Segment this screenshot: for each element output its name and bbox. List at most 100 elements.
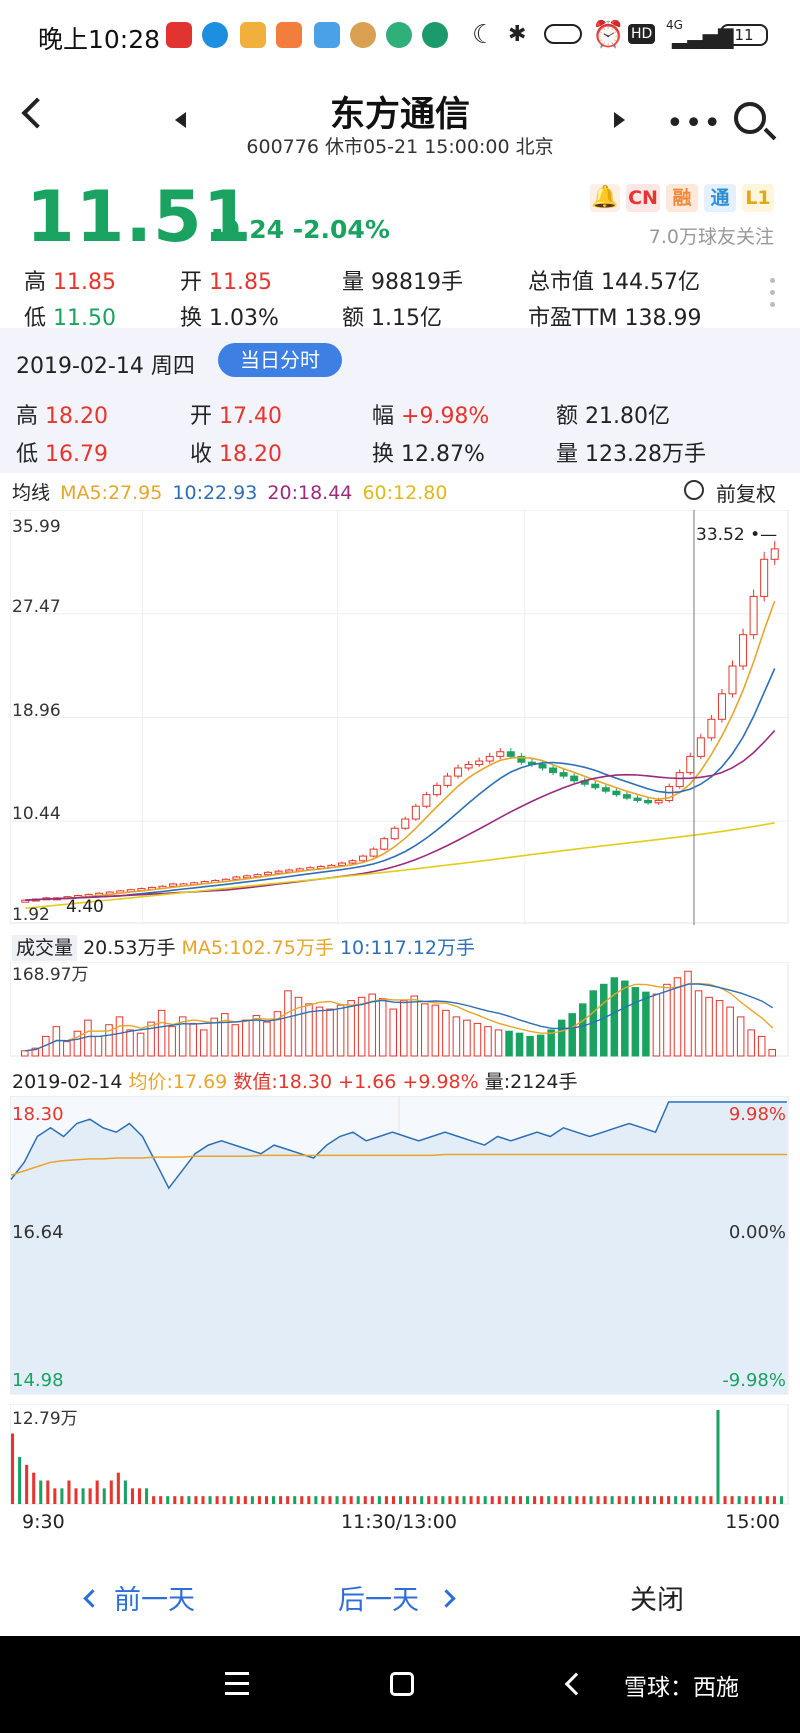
candle	[760, 558, 769, 597]
intravol-bar	[631, 1496, 635, 1504]
intraday-volume-chart[interactable]: 12.79万 9:30 11:30/13:00 15:00	[10, 1404, 790, 1530]
chevron-left-icon[interactable]	[83, 1589, 102, 1608]
open-value: 11.85	[209, 270, 272, 295]
intravol-bar	[554, 1496, 558, 1504]
volume-bar	[705, 996, 713, 1057]
volume-bar	[284, 990, 292, 1057]
kline-ytick: 18.96	[12, 701, 61, 721]
volume-chart[interactable]: 168.97万	[10, 962, 790, 1058]
kline-ytick: 27.47	[12, 597, 61, 617]
day-open-value: 17.40	[219, 404, 282, 429]
top-nav: 东方通信 600776 休市05-21 15:00:00 北京 •••	[0, 72, 800, 172]
candle	[454, 767, 463, 777]
candle	[591, 783, 600, 789]
badge-connect[interactable]: 通	[704, 184, 736, 212]
intravol-bar	[716, 1410, 720, 1504]
intravol-bar	[462, 1496, 466, 1504]
candle	[380, 838, 389, 850]
volume-legend: 成交量 20.53万手 MA5:102.75万手 10:117.12万手	[12, 933, 475, 961]
intraday-ytick-left: 18.30	[12, 1104, 64, 1125]
volume-bar	[410, 995, 419, 1057]
candle	[242, 875, 251, 879]
intravol-bar	[406, 1496, 410, 1504]
volume-bar	[610, 977, 619, 1057]
candle	[337, 862, 346, 866]
intraday-avg-line	[10, 1153, 787, 1176]
day-high-value: 18.20	[45, 404, 108, 429]
kline-chart[interactable]: 35.99 27.47 18.96 10.44 1.92 33.52 •— 4.40	[10, 510, 790, 925]
volume-bar	[326, 1008, 334, 1057]
expand-more-icon[interactable]	[770, 278, 776, 314]
candle	[422, 794, 431, 807]
day-high: 高 18.20	[16, 398, 108, 430]
volume-bar	[621, 980, 629, 1057]
intravol-bar	[674, 1496, 678, 1504]
candle	[21, 899, 30, 903]
intravol-bar	[540, 1496, 544, 1504]
intravol-bar	[399, 1496, 403, 1504]
badge-cn[interactable]: CN	[626, 184, 660, 212]
candle	[232, 876, 241, 880]
volume-bar	[199, 1029, 208, 1057]
volume-bar	[305, 1003, 313, 1057]
volume-value: 98819手	[371, 270, 464, 295]
volume-bar	[757, 1035, 766, 1057]
volume-bar	[600, 983, 608, 1057]
day-amount-label: 额	[556, 404, 579, 429]
next-day-button[interactable]: 后一天	[338, 1585, 419, 1616]
volume-bar	[642, 991, 650, 1057]
volume-bar	[84, 1019, 92, 1057]
intravol-bar	[67, 1480, 71, 1504]
prev-stock-icon[interactable]	[175, 112, 186, 128]
day-amplitude: 幅 +9.98%	[372, 398, 489, 430]
volume-ma10: 10:117.12万手	[339, 937, 475, 959]
intravol-bar	[328, 1496, 332, 1504]
chevron-right-icon[interactable]	[437, 1589, 456, 1608]
kline-max-label: 33.52 •—	[696, 525, 777, 545]
more-icon[interactable]: •••	[666, 106, 723, 141]
intravol-bar	[39, 1480, 43, 1504]
system-nav-bar: 雪球：西施	[0, 1636, 800, 1733]
intraday-button[interactable]: 当日分时	[218, 343, 342, 377]
intravol-bar	[46, 1480, 50, 1504]
alert-bell-icon[interactable]: 🔔	[590, 184, 620, 212]
intravol-bar	[377, 1496, 381, 1504]
search-icon[interactable]	[734, 102, 766, 134]
next-stock-icon[interactable]	[614, 112, 625, 128]
intravol-bar	[342, 1496, 346, 1504]
low-value: 11.50	[53, 306, 116, 331]
day-low: 低 16.79	[16, 436, 108, 468]
volume-bar	[157, 1009, 166, 1057]
ma-legend: 均线 MA5:27.95 10:22.93 20:18.44 60:12.80	[12, 478, 451, 505]
adjust-mode[interactable]: 前复权	[716, 478, 776, 507]
volume-bar	[368, 993, 376, 1057]
candle	[485, 755, 494, 762]
followers-count[interactable]: 7.0万球友关注	[648, 226, 774, 248]
menu-icon[interactable]	[225, 1672, 249, 1702]
open-field: 开 11.85	[180, 264, 272, 296]
volume-bar	[747, 1029, 755, 1057]
candle	[401, 818, 410, 829]
badge-margin[interactable]: 融	[666, 184, 698, 212]
amount-label: 额	[342, 306, 365, 331]
system-back-icon[interactable]	[564, 1672, 588, 1696]
ma60-line	[25, 822, 775, 910]
intraday-chart[interactable]: 18.30 16.64 14.98 9.98% 0.00% -9.98%	[10, 1096, 790, 1396]
intravol-bar	[130, 1488, 134, 1504]
volume-bar	[231, 1024, 240, 1057]
badge-l1[interactable]: L1	[742, 184, 774, 212]
close-button[interactable]: 关闭	[630, 1585, 684, 1616]
intravol-bar	[575, 1496, 579, 1504]
day-detail-panel: 2019-02-14 周四 当日分时 高 18.20 开 17.40 幅 +9.…	[0, 328, 800, 473]
prev-day-button[interactable]: 前一天	[114, 1585, 195, 1616]
settings-hex-icon[interactable]	[684, 480, 704, 500]
volume-bar	[515, 1032, 524, 1057]
intravol-bar	[194, 1496, 198, 1504]
volume-bar	[484, 1026, 492, 1057]
ma20-value: 20:18.44	[267, 482, 353, 504]
home-icon[interactable]	[390, 1672, 414, 1696]
intravol-bar	[617, 1496, 621, 1504]
intraday-legend: 2019-02-14 均价:17.69 数值:18.30 +1.66 +9.98…	[12, 1067, 578, 1094]
volume-bar	[726, 1006, 734, 1057]
kline-ytick: 1.92	[12, 905, 50, 925]
